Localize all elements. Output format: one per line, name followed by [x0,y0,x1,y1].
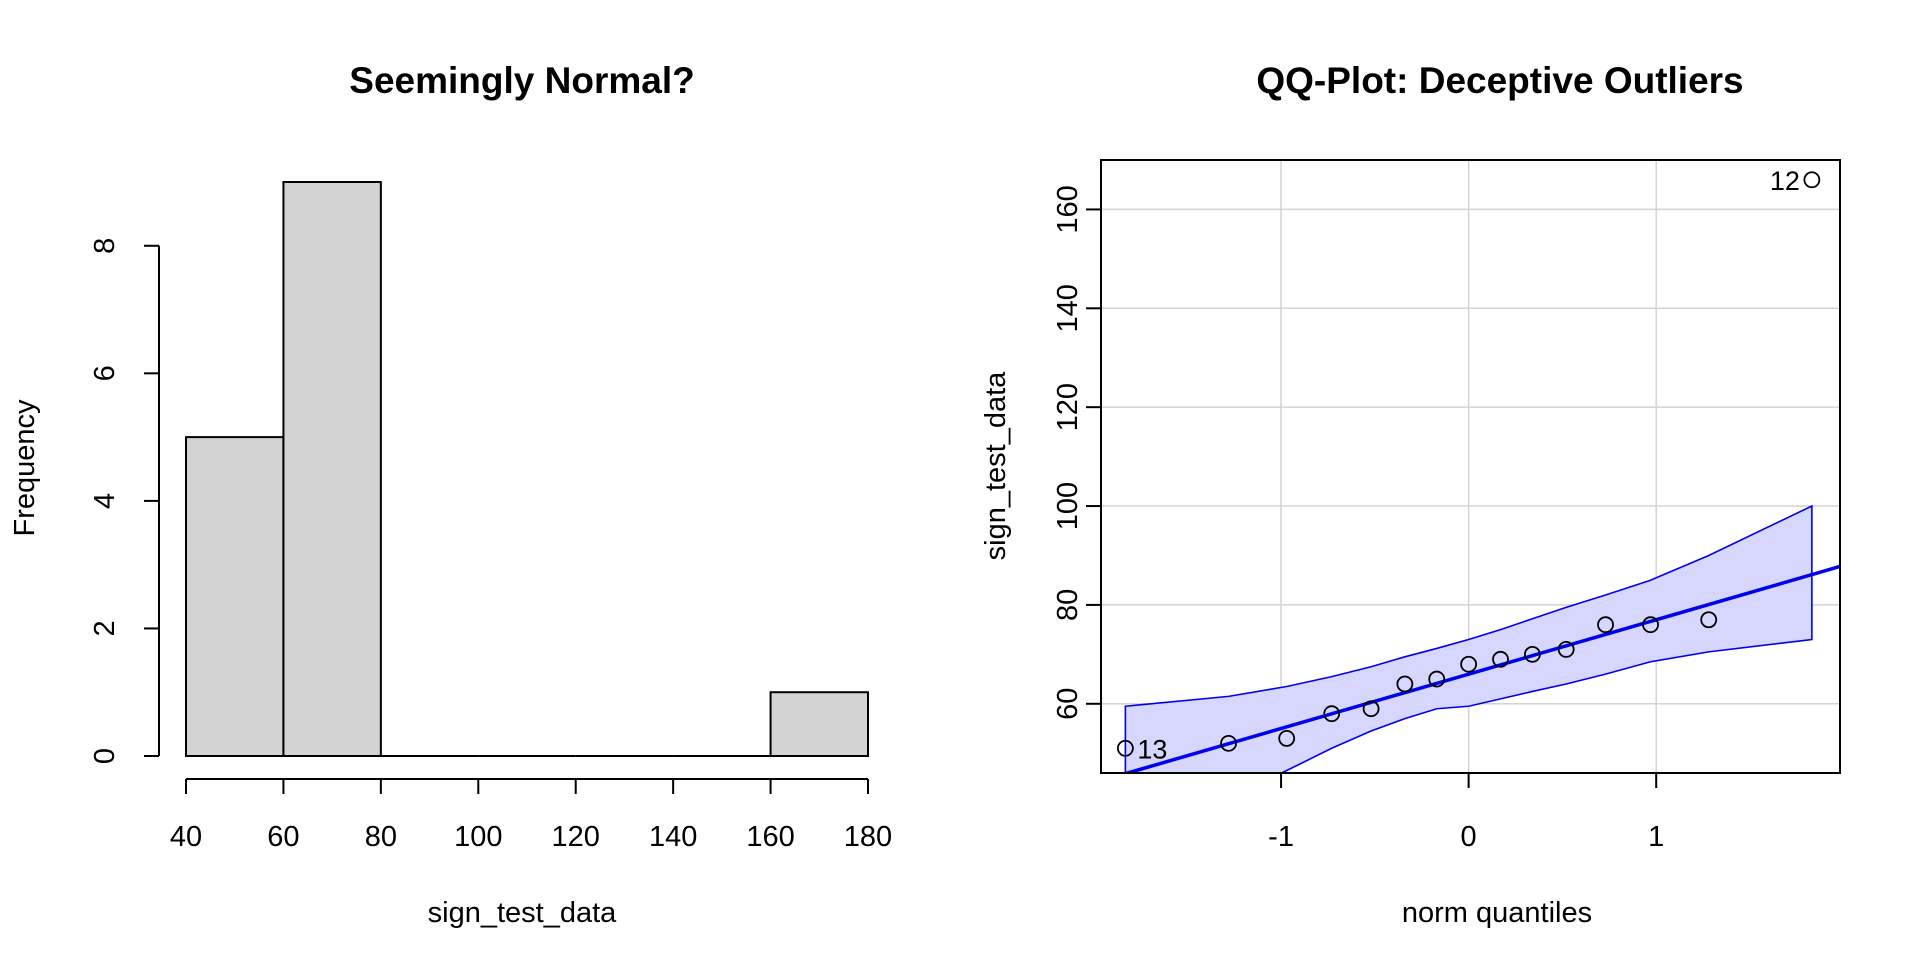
histogram-x-tick-label: 60 [267,821,299,853]
histogram-y-tick-label: 4 [89,493,121,509]
histogram-y-tick-label: 6 [89,365,121,381]
qq-points: 13 12 [1116,166,1821,764]
histogram-bar [185,436,285,757]
qq-plot-frame [1100,159,1841,774]
histogram-x-tick-label: 40 [170,821,202,853]
histogram-x-label: sign_test_data [428,897,618,929]
qq-point [1557,641,1575,658]
qq-y-tick-label: 120 [1052,383,1084,431]
qq-x-label: norm quantiles [1402,897,1592,929]
qq-point [1700,611,1718,629]
qq-panel: QQ-Plot: Deceptive Outliers norm quantil… [980,60,1841,929]
qq-y-tick-label: 160 [1052,185,1084,233]
histogram-y-tick-label: 8 [89,238,121,254]
qq-point [1523,645,1541,663]
qq-point [1362,700,1380,718]
histogram-bar [282,181,382,757]
qq-point [1396,675,1414,693]
histogram-x-tick-label: 80 [365,821,397,853]
histogram-y-axis: 0 2 4 6 8 [89,238,160,764]
qq-y-tick-label: 60 [1052,688,1084,720]
histogram-bar [769,691,869,758]
qq-point [1803,171,1821,189]
qq-x-tick-label: 0 [1461,821,1477,853]
qq-y-tick-label: 100 [1052,482,1084,530]
qq-point [1220,734,1237,752]
histogram-x-tick-label: 180 [844,821,892,853]
qq-x-tick-label: -1 [1268,821,1294,853]
qq-point [1597,616,1614,634]
qq-point-label: 12 [1770,166,1800,196]
histogram-x-tick-label: 140 [649,821,697,853]
histogram-panel: Seemingly Normal? sign_test_data Frequen… [9,60,892,929]
qq-confidence-band [1124,504,1813,773]
histogram-y-tick-label: 2 [89,620,121,636]
qq-y-tick-label: 80 [1052,589,1084,621]
qq-y-tick-label: 140 [1052,284,1084,332]
qq-point [1116,739,1134,757]
qq-point [1278,729,1296,747]
qq-y-label: sign_test_data [980,371,1012,561]
qq-point [1492,650,1509,668]
histogram-x-tick-label: 120 [552,821,600,853]
histogram-y-tick-label: 0 [89,748,121,764]
histogram-x-tick-label: 100 [454,821,502,853]
qq-title: QQ-Plot: Deceptive Outliers [1256,60,1743,101]
qq-plot-area [1121,504,1840,773]
qq-x-axis: -1 0 1 [1268,773,1664,853]
qq-x-tick-label: 1 [1648,821,1664,853]
qq-reference-line [1121,564,1840,773]
qq-point [1428,670,1446,688]
qq-grid [1101,160,1840,773]
histogram-title: Seemingly Normal? [349,60,694,101]
qq-point [1323,705,1341,723]
qq-y-axis: 60 80 100 120 140 160 [1052,185,1101,720]
qq-point [1460,655,1478,673]
qq-point [1642,616,1659,634]
qq-point-label: 13 [1137,734,1167,764]
histogram-x-axis: 40 60 80 100 120 140 160 180 [170,778,892,853]
histogram-x-tick-label: 160 [746,821,794,853]
histogram-y-label: Frequency [9,399,41,537]
histogram-bars [185,181,869,758]
